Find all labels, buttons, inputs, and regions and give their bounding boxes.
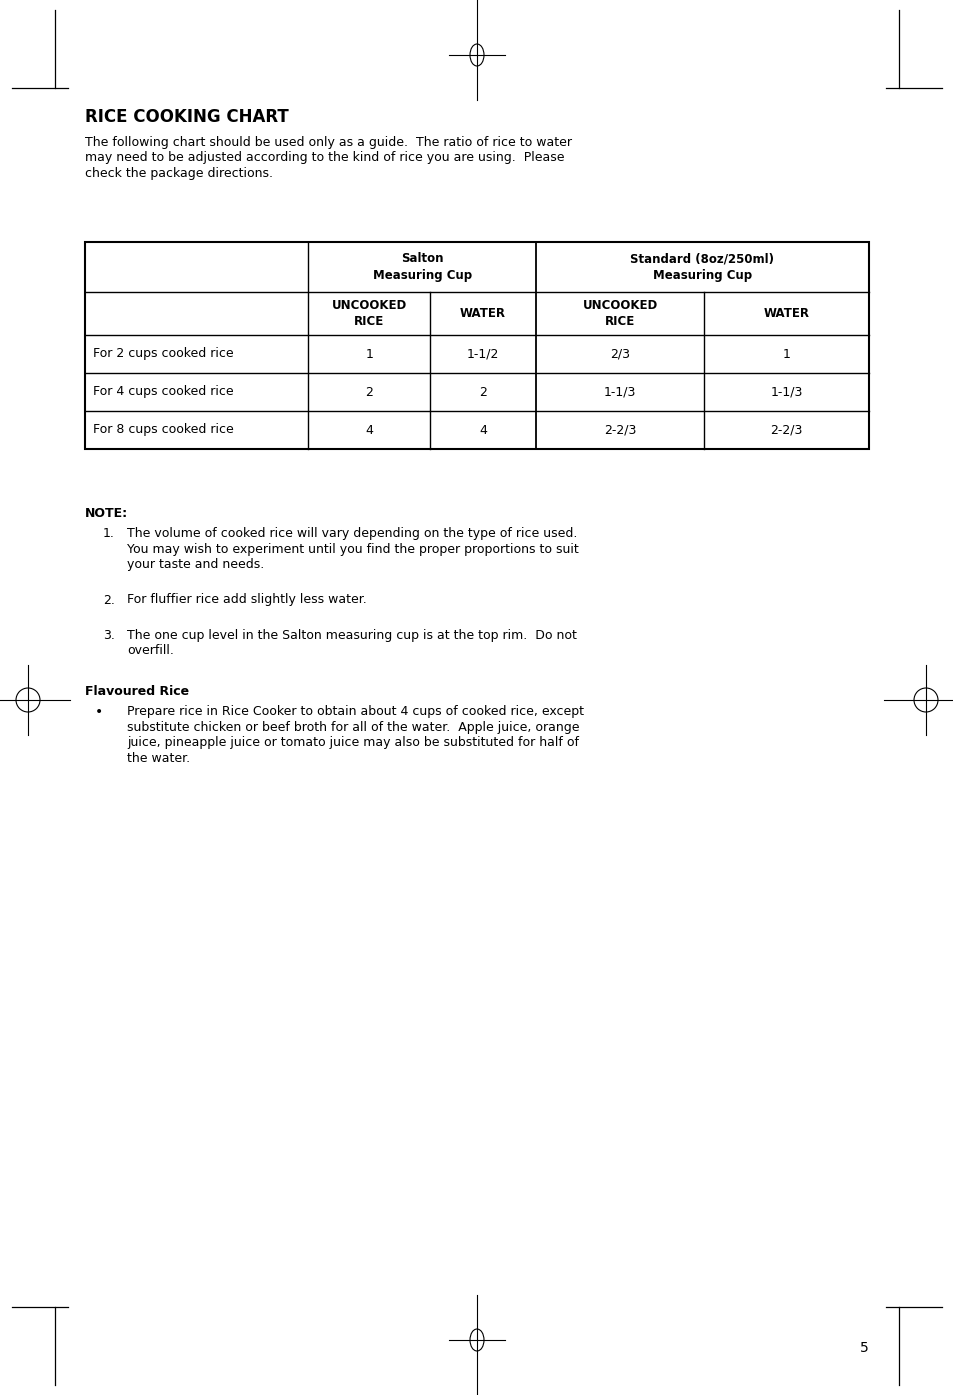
Text: Prepare rice in Rice Cooker to obtain about 4 cups of cooked rice, except: Prepare rice in Rice Cooker to obtain ab… xyxy=(127,704,583,718)
Text: UNCOOKED: UNCOOKED xyxy=(582,299,657,312)
Text: 4: 4 xyxy=(478,424,486,437)
Text: your taste and needs.: your taste and needs. xyxy=(127,558,264,571)
Text: 1: 1 xyxy=(781,347,790,360)
Text: 5: 5 xyxy=(860,1341,868,1355)
Text: For 2 cups cooked rice: For 2 cups cooked rice xyxy=(92,347,233,360)
Text: RICE COOKING CHART: RICE COOKING CHART xyxy=(85,107,289,126)
Text: WATER: WATER xyxy=(763,307,809,319)
Text: The following chart should be used only as a guide.  The ratio of rice to water: The following chart should be used only … xyxy=(85,135,572,149)
Text: 2: 2 xyxy=(365,385,373,399)
Text: check the package directions.: check the package directions. xyxy=(85,167,273,180)
Text: may need to be adjusted according to the kind of rice you are using.  Please: may need to be adjusted according to the… xyxy=(85,152,564,165)
Text: 2-2/3: 2-2/3 xyxy=(603,424,636,437)
Text: 1-1/3: 1-1/3 xyxy=(770,385,802,399)
Text: 1-1/3: 1-1/3 xyxy=(603,385,636,399)
Text: juice, pineapple juice or tomato juice may also be substituted for half of: juice, pineapple juice or tomato juice m… xyxy=(127,737,578,749)
Text: 1-1/2: 1-1/2 xyxy=(466,347,498,360)
Text: 4: 4 xyxy=(365,424,373,437)
Text: UNCOOKED: UNCOOKED xyxy=(332,299,406,312)
Text: Flavoured Rice: Flavoured Rice xyxy=(85,685,189,698)
Text: The volume of cooked rice will vary depending on the type of rice used.: The volume of cooked rice will vary depe… xyxy=(127,527,577,540)
Text: Measuring Cup: Measuring Cup xyxy=(373,268,471,282)
Text: The one cup level in the Salton measuring cup is at the top rim.  Do not: The one cup level in the Salton measurin… xyxy=(127,629,577,642)
Text: 2.: 2. xyxy=(103,593,114,607)
Text: RICE: RICE xyxy=(354,315,384,328)
Text: Salton: Salton xyxy=(400,252,443,265)
Text: Measuring Cup: Measuring Cup xyxy=(652,268,751,282)
Text: overfill.: overfill. xyxy=(127,644,173,657)
Text: For fluffier rice add slightly less water.: For fluffier rice add slightly less wate… xyxy=(127,593,366,607)
Text: 1: 1 xyxy=(365,347,373,360)
Text: 2: 2 xyxy=(478,385,486,399)
Text: substitute chicken or beef broth for all of the water.  Apple juice, orange: substitute chicken or beef broth for all… xyxy=(127,720,578,734)
Text: RICE: RICE xyxy=(604,315,635,328)
Text: Standard (8oz/250ml): Standard (8oz/250ml) xyxy=(630,252,774,265)
Text: the water.: the water. xyxy=(127,752,190,764)
Text: For 4 cups cooked rice: For 4 cups cooked rice xyxy=(92,385,233,399)
Text: 2-2/3: 2-2/3 xyxy=(770,424,802,437)
Text: WATER: WATER xyxy=(459,307,505,319)
Text: For 8 cups cooked rice: For 8 cups cooked rice xyxy=(92,424,233,437)
Text: 2/3: 2/3 xyxy=(609,347,629,360)
Text: 1.: 1. xyxy=(103,527,114,540)
Bar xyxy=(85,241,868,449)
Text: You may wish to experiment until you find the proper proportions to suit: You may wish to experiment until you fin… xyxy=(127,543,578,555)
Text: NOTE:: NOTE: xyxy=(85,506,128,520)
Text: 3.: 3. xyxy=(103,629,114,642)
Text: •: • xyxy=(95,704,103,718)
